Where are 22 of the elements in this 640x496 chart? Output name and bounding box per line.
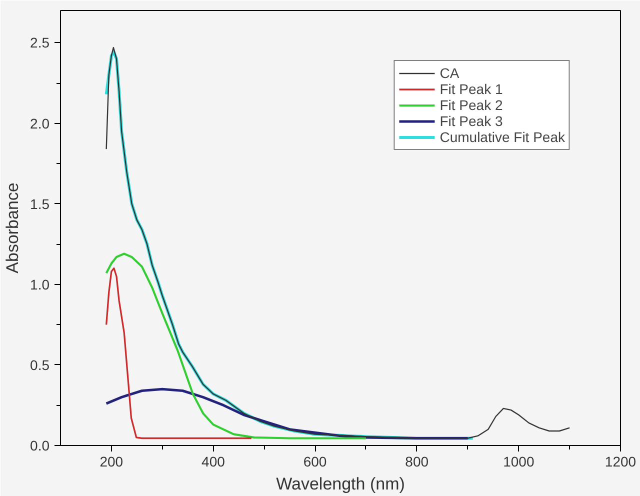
x-tick-label: 1200 (604, 454, 636, 470)
y-tick-label: 1.5 (30, 196, 50, 212)
line-series (105, 252, 368, 440)
y-tick-label: 2.5 (30, 34, 50, 51)
x-tick-label: 1000 (503, 454, 534, 470)
x-tick-label: 400 (202, 454, 226, 470)
y-tick-label: 0.0 (30, 438, 50, 454)
x-axis-title: Wavelength (nm) (276, 474, 405, 494)
legend-label: CA (440, 65, 460, 81)
legend-label: Fit Peak 1 (440, 81, 503, 97)
y-tick-label: 0.5 (30, 356, 50, 373)
legend-label: Fit Peak 3 (440, 113, 503, 129)
y-tick-label: 2.0 (30, 115, 50, 132)
line-series (105, 267, 252, 440)
legend-label: Cumulative Fit Peak (440, 129, 565, 145)
x-tick-label: 200 (100, 454, 124, 470)
x-tick-label: 800 (405, 454, 429, 470)
y-tick-label: 1.0 (30, 276, 50, 292)
line-series (106, 46, 570, 439)
y-axis-title: Absorbance (3, 182, 22, 274)
x-tick-label: 600 (303, 454, 327, 470)
legend-label: Fit Peak 2 (440, 97, 503, 113)
